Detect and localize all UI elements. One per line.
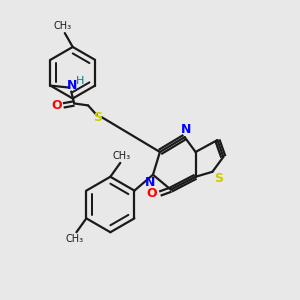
Text: CH₃: CH₃ (65, 234, 83, 244)
Text: H: H (76, 76, 84, 85)
Text: O: O (147, 187, 157, 200)
Text: N: N (67, 79, 77, 92)
Text: N: N (181, 123, 191, 136)
Text: CH₃: CH₃ (54, 21, 72, 31)
Text: S: S (214, 172, 223, 185)
Text: O: O (51, 99, 62, 112)
Text: S: S (94, 111, 103, 124)
Text: N: N (145, 176, 155, 189)
Text: CH₃: CH₃ (112, 151, 130, 161)
